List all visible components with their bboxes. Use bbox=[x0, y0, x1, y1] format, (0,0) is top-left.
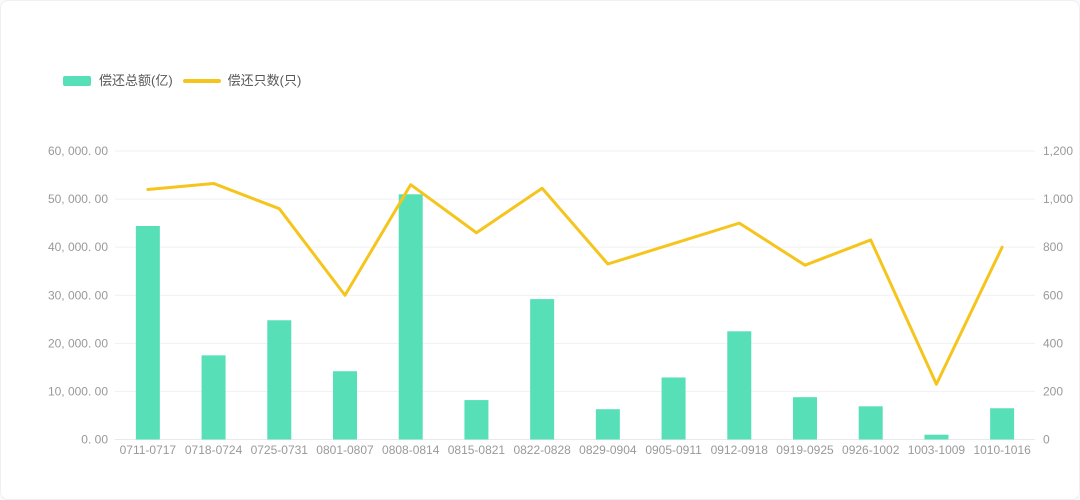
y-axis-tick-left: 30, 000. 00 bbox=[48, 288, 108, 302]
bar-0725-0731[interactable] bbox=[267, 320, 292, 440]
line-series[interactable] bbox=[146, 181, 1004, 386]
y-axis-tick-left: 60, 000. 00 bbox=[48, 144, 108, 158]
bar-0808-0814[interactable] bbox=[398, 194, 423, 440]
x-axis-label: 0725-0731 bbox=[251, 443, 309, 457]
y-axis-tick-right: 1,000 bbox=[1043, 192, 1073, 206]
bar-series-swatch-icon bbox=[63, 76, 91, 86]
bar-0919-0925[interactable] bbox=[793, 397, 817, 440]
bar-0801-0807[interactable] bbox=[333, 371, 357, 440]
x-axis-label: 0711-0717 bbox=[120, 443, 177, 457]
x-axis-label: 1010-1016 bbox=[973, 443, 1031, 457]
x-axis-label: 0829-0904 bbox=[579, 443, 637, 457]
y-axis-tick-right: 0 bbox=[1043, 433, 1050, 447]
y-axis-tick-right: 600 bbox=[1043, 288, 1063, 302]
legend-label-repay-count: 偿还只数(只) bbox=[227, 73, 302, 88]
x-axis-label: 0808-0814 bbox=[382, 443, 440, 457]
x-axis-label: 0718-0724 bbox=[185, 443, 243, 457]
y-axis-tick-left: 40, 000. 00 bbox=[48, 240, 108, 254]
x-axis-label: 0801-0807 bbox=[316, 443, 374, 457]
legend-item-repay-total[interactable]: 偿还总额(亿) bbox=[63, 73, 173, 89]
y-axis-tick-left: 50, 000. 00 bbox=[48, 192, 108, 206]
y-axis-tick-right: 1,200 bbox=[1043, 144, 1073, 158]
chart-legend: 偿还总额(亿) 偿还只数(只) bbox=[63, 73, 301, 89]
x-axis-label: 0919-0925 bbox=[776, 443, 834, 457]
bar-0711-0717[interactable] bbox=[135, 226, 160, 440]
y-axis-tick-left: 20, 000. 00 bbox=[48, 336, 108, 350]
y-axis-tick-left: 10, 000. 00 bbox=[48, 384, 108, 398]
bar-0829-0904[interactable] bbox=[595, 409, 620, 440]
x-axis-label: 0815-0821 bbox=[448, 443, 506, 457]
bar-0815-0821[interactable] bbox=[464, 400, 489, 440]
x-axis-label: 0905-0911 bbox=[645, 443, 702, 457]
y-axis-tick-right: 200 bbox=[1043, 384, 1063, 398]
bar-1003-1009[interactable] bbox=[924, 434, 949, 440]
line-series-swatch-icon bbox=[182, 79, 221, 83]
bar-0822-0828[interactable] bbox=[530, 299, 555, 440]
y-axis-tick-left: 0. 00 bbox=[81, 433, 108, 447]
x-axis-label: 0926-1002 bbox=[842, 443, 900, 457]
bar-0926-1002[interactable] bbox=[858, 406, 883, 440]
y-axis-tick-right: 400 bbox=[1043, 336, 1063, 350]
legend-item-repay-count[interactable]: 偿还只数(只) bbox=[182, 73, 302, 89]
bar-0905-0911[interactable] bbox=[661, 377, 686, 440]
bar-1010-1016[interactable] bbox=[990, 408, 1015, 440]
x-axis-label: 0822-0828 bbox=[513, 443, 571, 457]
bar-0912-0918[interactable] bbox=[727, 331, 752, 440]
bar-0718-0724[interactable] bbox=[201, 355, 226, 440]
x-axis-label: 0912-0918 bbox=[711, 443, 769, 457]
legend-label-repay-total: 偿还总额(亿) bbox=[99, 73, 173, 88]
x-axis-label: 1003-1009 bbox=[908, 443, 966, 457]
y-axis-tick-right: 800 bbox=[1043, 240, 1063, 254]
